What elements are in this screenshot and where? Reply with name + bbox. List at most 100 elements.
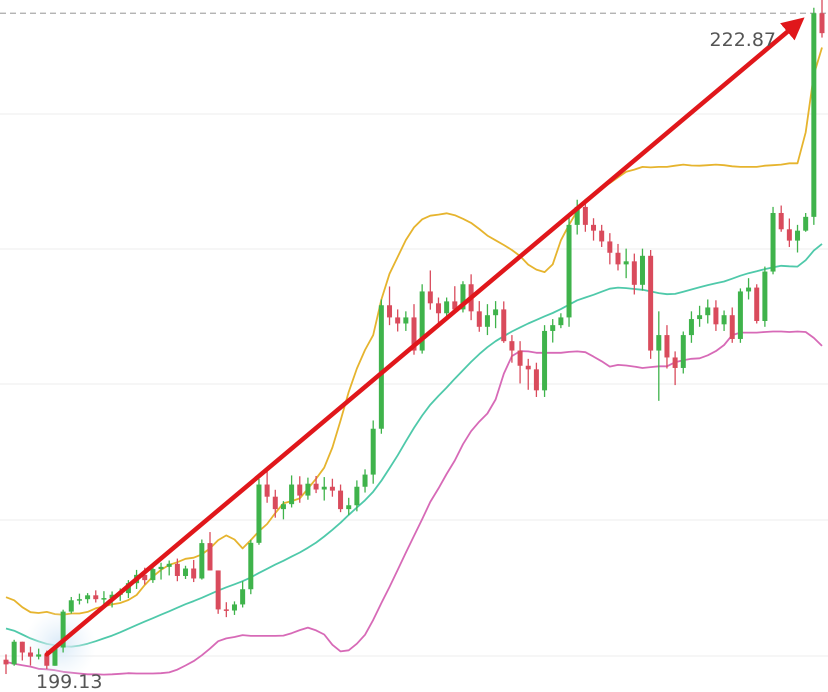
candle [509,335,515,363]
candle-body [664,335,670,358]
candle [60,609,66,653]
candle-body [705,307,711,316]
candle [713,300,719,331]
candle-body [207,543,213,571]
candle-body [754,287,760,321]
candle [264,470,270,503]
candle [705,299,711,324]
candle-body [688,319,694,336]
candle-body [387,305,393,318]
candle-body [460,284,466,310]
candle [305,477,311,500]
candle-body [338,490,344,510]
candle [85,593,91,604]
candle-body [811,13,817,217]
candle [297,476,303,503]
candle [76,593,82,605]
candle-body [656,335,662,351]
candle-body [101,598,107,600]
candle-body [313,483,319,490]
candle-body [558,317,564,326]
candle-body [142,574,148,581]
candle-body [44,654,50,666]
candle [623,248,629,279]
middle-band-line [5,243,823,648]
candle-body [109,594,115,599]
candle-body [574,206,580,225]
candle [93,590,99,603]
candle-body [378,305,384,429]
candle [607,233,613,265]
candle-body [762,271,768,321]
candle [403,311,409,331]
candle-body [76,599,82,601]
candle-body [150,569,156,581]
candle-body [231,604,237,611]
candle-body [158,566,164,570]
candle [223,602,229,618]
candle-body [444,301,450,314]
candle-body [533,369,539,391]
candle [599,224,605,247]
candle-body [639,255,645,285]
candle-body [52,647,58,666]
candle-body [403,317,409,324]
candle [370,420,376,484]
candle-body [395,317,401,324]
candle [313,475,319,494]
candle-body [746,287,752,292]
candle [786,218,792,247]
candle [533,362,539,397]
candle [501,301,507,343]
candle [158,562,164,580]
candle [19,641,25,661]
candle [199,539,205,580]
candle [542,325,548,397]
candle [36,648,42,660]
candle [819,0,825,38]
candle [648,250,654,359]
candle-body [509,341,515,351]
candle [811,7,817,225]
candle [574,199,580,235]
candle-body [648,255,654,351]
candle [272,489,278,518]
candle [656,311,662,401]
candle [338,484,344,513]
candle-body [305,483,311,496]
candle-body [819,13,825,34]
candle-body [68,600,74,612]
candle [207,532,213,571]
candle [362,469,368,493]
candle-body [240,589,246,605]
candle-body [476,311,482,327]
candle [591,218,597,241]
candle-body [599,230,605,242]
candle-body [297,484,303,496]
candle [803,212,809,232]
candle [525,358,531,390]
candle-body [550,325,556,331]
candle-body [484,315,490,327]
candle [631,253,637,295]
candle-body [166,563,172,567]
candle-body [607,241,613,253]
candle [27,646,33,666]
candle [493,301,499,329]
candle-body [542,330,548,391]
candle [183,565,189,580]
candle [101,591,107,606]
candle [664,325,670,369]
candles [3,0,825,675]
high-price-label: 222.87 [710,29,776,51]
candle [729,307,735,343]
candle-body [566,224,572,318]
grid-lines [0,113,828,657]
candle [550,319,556,343]
candle [697,305,703,327]
candle [3,654,9,675]
candle [419,284,425,354]
candle-body [452,301,458,310]
